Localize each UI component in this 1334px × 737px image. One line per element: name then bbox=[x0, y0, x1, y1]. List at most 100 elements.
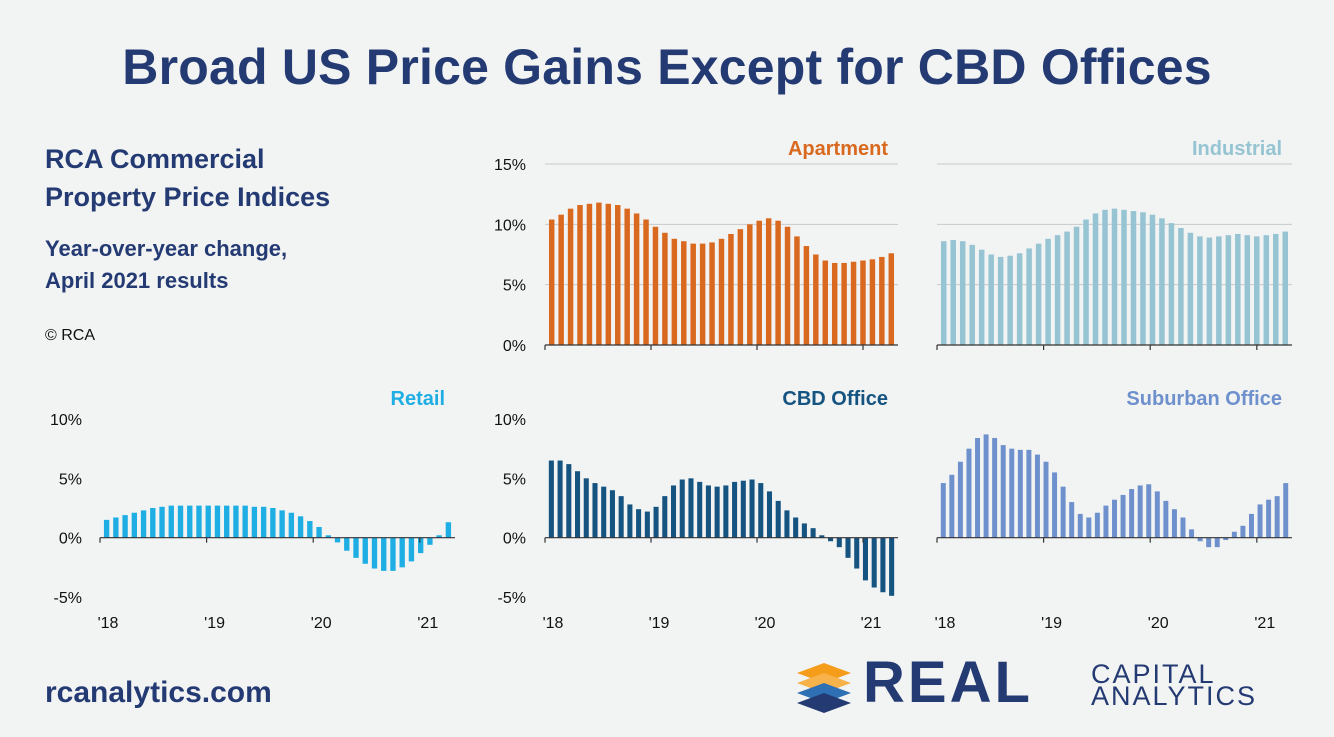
retail-bar bbox=[445, 522, 452, 538]
suburban-office-bar bbox=[1189, 529, 1195, 538]
cbd-office-bar bbox=[566, 464, 572, 538]
industrial-bar bbox=[959, 241, 966, 345]
retail-x-tick-label: '18 bbox=[98, 615, 119, 632]
suburban-office-bar bbox=[1000, 445, 1006, 538]
industrial-bar bbox=[1045, 238, 1051, 345]
suburban-office-bar bbox=[983, 434, 989, 538]
logo-mark-icon bbox=[797, 663, 851, 713]
retail-bar bbox=[251, 506, 258, 538]
logo-wordmark: REAL bbox=[863, 650, 1033, 715]
suburban-office-bar bbox=[1163, 500, 1169, 538]
suburban-office-bar bbox=[1248, 513, 1254, 538]
apartment-bar bbox=[577, 205, 583, 345]
cbd-office-bar bbox=[618, 496, 624, 538]
cbd-office-bar bbox=[662, 496, 668, 538]
cbd-office-bar bbox=[679, 479, 685, 538]
suburban-office-bar bbox=[1214, 537, 1220, 548]
cbd-office-y-tick-label: -5% bbox=[498, 590, 526, 607]
apartment-bar bbox=[813, 254, 819, 345]
retail-bar bbox=[260, 506, 267, 538]
suburban-office-bar bbox=[1154, 491, 1160, 538]
industrial-bar bbox=[1035, 243, 1042, 345]
retail-bar bbox=[270, 508, 276, 538]
retail-bar bbox=[177, 505, 184, 538]
suburban-office-bar bbox=[1060, 486, 1066, 538]
retail-bar bbox=[362, 537, 368, 564]
copyright-notice: © RCA bbox=[45, 327, 96, 344]
suburban-office-bar bbox=[1137, 485, 1143, 538]
industrial-bar bbox=[950, 240, 956, 345]
industrial-bar bbox=[969, 244, 975, 345]
apartment-bar bbox=[831, 262, 838, 345]
suburban-office-bar bbox=[940, 483, 946, 538]
retail-bar bbox=[140, 510, 147, 538]
industrial-bar bbox=[1244, 235, 1251, 345]
suburban-office-bar bbox=[1129, 489, 1135, 538]
suburban-office-bar bbox=[1112, 499, 1117, 538]
apartment-bar bbox=[841, 262, 847, 345]
cbd-office-bar bbox=[784, 510, 790, 538]
retail-bar bbox=[408, 537, 415, 562]
apartment-bar bbox=[718, 238, 725, 345]
suburban-office-bar bbox=[992, 437, 998, 538]
industrial-bar bbox=[1178, 227, 1184, 345]
retail-bar bbox=[187, 505, 193, 538]
cbd-office-y-tick-label: 10% bbox=[494, 412, 526, 429]
retail-title: Retail bbox=[391, 388, 445, 410]
industrial-bar bbox=[1206, 237, 1213, 345]
apartment-bar bbox=[548, 219, 555, 345]
suburban-office-bar bbox=[1206, 537, 1212, 548]
retail-bar bbox=[122, 515, 128, 538]
cbd-office-bar bbox=[749, 479, 755, 538]
industrial-bar bbox=[988, 254, 994, 345]
retail-bar bbox=[334, 537, 341, 543]
cbd-office-bar bbox=[854, 537, 860, 569]
cbd-office-bar bbox=[819, 535, 825, 538]
cbd-office-bar bbox=[862, 537, 868, 581]
retail-bar bbox=[436, 535, 442, 538]
retail-y-tick-label: 10% bbox=[50, 412, 82, 429]
apartment-bar bbox=[765, 218, 772, 345]
cbd-office-bar bbox=[889, 537, 895, 596]
retail-bar bbox=[205, 505, 211, 538]
suburban-office-bar bbox=[1266, 499, 1272, 538]
suburban-office-bar bbox=[1103, 505, 1109, 538]
suburban-office-bar bbox=[1223, 537, 1229, 541]
retail-bar bbox=[288, 512, 295, 538]
subtitle-line-2: Property Price Indices bbox=[45, 182, 331, 212]
apartment-bar bbox=[888, 253, 895, 345]
suburban-office-x-tick-label: '18 bbox=[935, 615, 956, 632]
suburban-office-bar bbox=[975, 437, 981, 538]
retail-bar bbox=[279, 510, 285, 538]
industrial-title: Industrial bbox=[1192, 138, 1282, 160]
industrial-bar bbox=[1121, 209, 1127, 345]
logo-line-capital: CAPITAL bbox=[1091, 659, 1216, 689]
cbd-office-bar bbox=[705, 485, 711, 538]
industrial-bar bbox=[1026, 248, 1032, 345]
suburban-office-x-tick-label: '20 bbox=[1148, 615, 1169, 632]
cbd-office-bar bbox=[697, 481, 703, 538]
retail-bar bbox=[371, 537, 378, 569]
suburban-office-bar bbox=[1086, 517, 1092, 538]
cbd-office-bar bbox=[766, 491, 773, 538]
retail-bar bbox=[131, 512, 138, 538]
suburban-office-bar bbox=[1009, 448, 1015, 538]
apartment-bar bbox=[822, 260, 828, 345]
cbd-office-bar bbox=[592, 483, 598, 538]
industrial-bar bbox=[1016, 253, 1023, 345]
retail-bar bbox=[168, 505, 174, 538]
suburban-office-bar bbox=[949, 474, 955, 538]
industrial-bar bbox=[1083, 219, 1089, 345]
retail-y-tick-label: 5% bbox=[59, 471, 82, 488]
retail-x-tick-label: '19 bbox=[204, 615, 225, 632]
suburban-office-bar bbox=[1017, 449, 1023, 538]
retail-bar bbox=[344, 537, 350, 551]
suburban-office-bar bbox=[1171, 509, 1177, 538]
industrial-bar bbox=[1102, 209, 1108, 345]
industrial-bar bbox=[1187, 232, 1194, 345]
industrial-bar bbox=[1159, 218, 1165, 345]
suburban-office-bar bbox=[1043, 461, 1049, 538]
retail-bar bbox=[103, 519, 110, 538]
website-link[interactable]: rcanalytics.com bbox=[45, 676, 272, 709]
cbd-office-bar bbox=[880, 537, 886, 593]
